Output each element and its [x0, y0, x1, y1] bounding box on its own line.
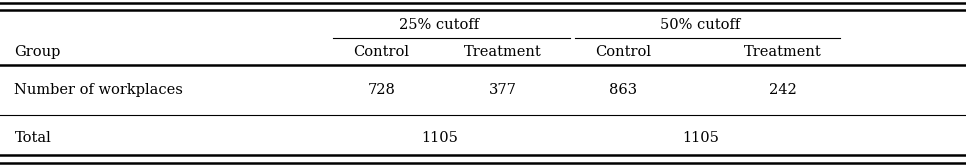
Text: Number of workplaces: Number of workplaces: [14, 83, 184, 97]
Text: 863: 863: [609, 83, 638, 97]
Text: Total: Total: [14, 131, 51, 145]
Text: Control: Control: [354, 45, 410, 59]
Text: 50% cutoff: 50% cutoff: [660, 18, 741, 32]
Text: 242: 242: [769, 83, 796, 97]
Text: 377: 377: [489, 83, 516, 97]
Text: 1105: 1105: [421, 131, 458, 145]
Text: Treatment: Treatment: [464, 45, 541, 59]
Text: Treatment: Treatment: [744, 45, 821, 59]
Text: 25% cutoff: 25% cutoff: [400, 18, 479, 32]
Text: 728: 728: [368, 83, 395, 97]
Text: 1105: 1105: [682, 131, 719, 145]
Text: Control: Control: [595, 45, 651, 59]
Text: Group: Group: [14, 45, 61, 59]
